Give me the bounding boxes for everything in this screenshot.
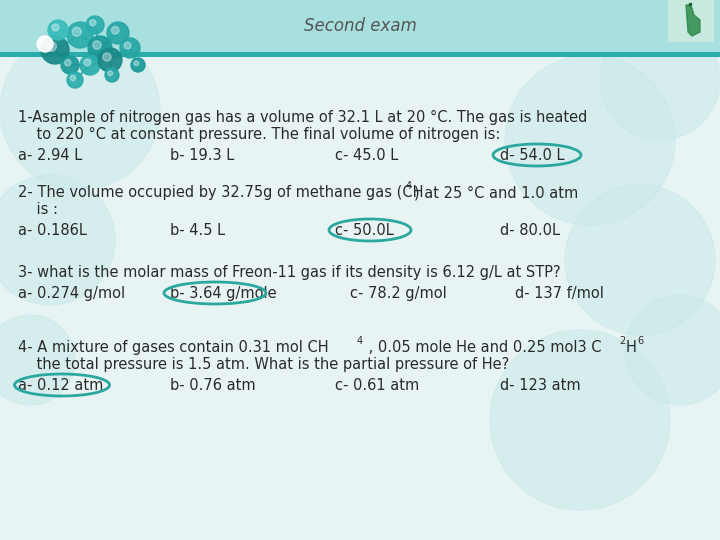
Circle shape <box>47 42 56 51</box>
Text: 1-Asample of nitrogen gas has a volume of 32.1 L at 20 °C. The gas is heated: 1-Asample of nitrogen gas has a volume o… <box>18 110 588 125</box>
Text: c- 45.0 L: c- 45.0 L <box>335 148 398 163</box>
Circle shape <box>61 56 79 74</box>
Circle shape <box>67 22 93 48</box>
Text: a- 0.274 g/mol: a- 0.274 g/mol <box>18 286 125 301</box>
Circle shape <box>71 75 76 81</box>
Text: d- 54.0 L: d- 54.0 L <box>500 148 564 163</box>
Text: b- 0.76 atm: b- 0.76 atm <box>170 378 256 393</box>
Text: the total pressure is 1.5 atm. What is the partial pressure of He?: the total pressure is 1.5 atm. What is t… <box>18 357 509 372</box>
Text: c- 78.2 g/mol: c- 78.2 g/mol <box>350 286 446 301</box>
Text: 4- A mixture of gases contain 0.31 mol CH: 4- A mixture of gases contain 0.31 mol C… <box>18 340 328 355</box>
Circle shape <box>41 36 69 64</box>
Text: c- 50.0L: c- 50.0L <box>335 223 394 238</box>
Text: b- 4.5 L: b- 4.5 L <box>170 223 225 238</box>
Circle shape <box>131 58 145 72</box>
Text: a- 0.12 atm: a- 0.12 atm <box>18 378 104 393</box>
Bar <box>668 0 714 42</box>
Bar <box>0 52 720 57</box>
Text: ) at 25 °C and 1.0 atm: ) at 25 °C and 1.0 atm <box>414 185 578 200</box>
Text: 4: 4 <box>357 336 363 346</box>
Text: 4: 4 <box>406 181 412 191</box>
Circle shape <box>48 20 68 40</box>
Text: d- 123 atm: d- 123 atm <box>500 378 580 393</box>
Text: to 220 °C at constant pressure. The final volume of nitrogen is:: to 220 °C at constant pressure. The fina… <box>18 127 500 142</box>
Circle shape <box>112 26 119 34</box>
Polygon shape <box>686 5 700 36</box>
Polygon shape <box>689 3 691 5</box>
Text: H: H <box>626 340 637 355</box>
Circle shape <box>0 315 75 405</box>
Text: d- 80.0L: d- 80.0L <box>500 223 560 238</box>
Text: c- 0.61 atm: c- 0.61 atm <box>335 378 419 393</box>
Circle shape <box>67 72 83 88</box>
Circle shape <box>565 185 715 335</box>
Circle shape <box>0 30 160 190</box>
Circle shape <box>80 55 100 75</box>
Text: 2- The volume occupied by 32.75g of methane gas (CH: 2- The volume occupied by 32.75g of meth… <box>18 185 423 200</box>
Circle shape <box>65 59 71 66</box>
Text: , 0.05 mole He and 0.25 mol3 C: , 0.05 mole He and 0.25 mol3 C <box>364 340 601 355</box>
Text: 3- what is the molar mass of Freon-11 gas if its density is 6.12 g/L at STP?: 3- what is the molar mass of Freon-11 ga… <box>18 265 561 280</box>
Text: b- 19.3 L: b- 19.3 L <box>170 148 234 163</box>
Circle shape <box>107 22 129 44</box>
Circle shape <box>52 24 59 31</box>
Circle shape <box>72 27 81 36</box>
Bar <box>0 0 720 52</box>
Text: b- 3.64 g/mole: b- 3.64 g/mole <box>170 286 276 301</box>
Circle shape <box>89 19 96 26</box>
Circle shape <box>134 61 139 66</box>
Circle shape <box>88 36 112 60</box>
Circle shape <box>84 59 91 66</box>
Text: d- 137 f/mol: d- 137 f/mol <box>515 286 604 301</box>
Text: Second exam: Second exam <box>304 17 416 35</box>
Circle shape <box>124 42 131 49</box>
Circle shape <box>0 175 115 305</box>
Circle shape <box>625 295 720 405</box>
Text: is :: is : <box>18 202 58 217</box>
Circle shape <box>105 68 119 82</box>
Circle shape <box>93 41 102 49</box>
Text: 6: 6 <box>637 336 643 346</box>
Circle shape <box>40 39 46 45</box>
Circle shape <box>600 20 720 140</box>
Text: a- 0.186L: a- 0.186L <box>18 223 87 238</box>
Circle shape <box>86 16 104 34</box>
Text: 2: 2 <box>619 336 625 346</box>
Circle shape <box>120 38 140 58</box>
Circle shape <box>103 53 111 61</box>
Circle shape <box>37 36 53 52</box>
Circle shape <box>108 71 113 76</box>
Circle shape <box>505 55 675 225</box>
Circle shape <box>490 330 670 510</box>
Circle shape <box>98 48 122 72</box>
Text: a- 2.94 L: a- 2.94 L <box>18 148 82 163</box>
